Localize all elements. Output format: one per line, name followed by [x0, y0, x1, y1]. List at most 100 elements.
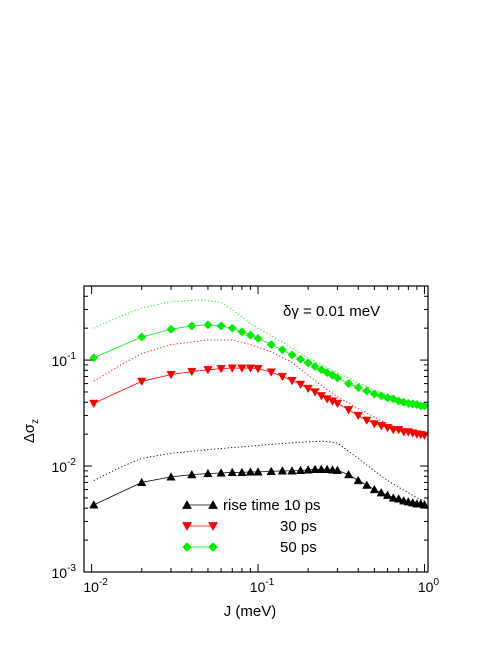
- data-point-30ps: [245, 364, 256, 373]
- reference-curve-3: [93, 299, 425, 406]
- y-tick-label-base: 10: [52, 459, 68, 475]
- data-point-10ps: [203, 468, 213, 478]
- data-point-50ps: [227, 323, 237, 333]
- y-tick-label: 10-2: [52, 457, 77, 475]
- legend-entry-30ps: 30 ps: [182, 518, 317, 535]
- data-point-10ps: [137, 477, 147, 487]
- data-point-30ps: [227, 364, 237, 373]
- x-tick-label-exponent: -1: [265, 577, 274, 588]
- y-tick-label: 10-3: [52, 563, 77, 581]
- data-point-30ps: [295, 380, 306, 390]
- data-point-50ps: [166, 324, 176, 334]
- data-point-10ps: [376, 488, 386, 497]
- data-point-30ps: [203, 366, 213, 375]
- data-point-30ps: [362, 416, 372, 426]
- data-point-30ps: [303, 384, 313, 394]
- data-point-50ps: [253, 333, 263, 343]
- data-point-50ps: [277, 345, 287, 355]
- data-point-50ps: [332, 373, 343, 383]
- data-point-10ps: [382, 490, 393, 499]
- data-point-10ps: [388, 493, 398, 502]
- data-point-10ps: [266, 466, 276, 476]
- data-point-10ps: [394, 494, 404, 503]
- data-point-10ps: [216, 468, 226, 477]
- data-point-30ps: [166, 370, 176, 380]
- legend-marker: [182, 499, 192, 509]
- x-tick-label: 10-2: [83, 577, 108, 595]
- data-point-50ps: [303, 358, 313, 368]
- data-point-30ps: [277, 372, 287, 382]
- y-tick-label-exponent: -3: [67, 563, 76, 574]
- data-series: [89, 320, 430, 509]
- data-point-30ps: [187, 367, 197, 377]
- legend-marker: [182, 522, 192, 532]
- data-point-10ps: [253, 467, 263, 476]
- data-point-50ps: [369, 389, 379, 399]
- data-point-10ps: [353, 475, 363, 485]
- series-10ps: [89, 464, 430, 509]
- data-point-30ps: [253, 365, 263, 374]
- data-point-10ps: [166, 472, 176, 481]
- x-tick-label-exponent: -2: [99, 577, 108, 588]
- data-point-50ps: [419, 401, 430, 411]
- data-point-50ps: [353, 383, 363, 393]
- data-point-50ps: [382, 393, 393, 403]
- data-point-50ps: [245, 330, 255, 340]
- data-point-50ps: [237, 327, 247, 337]
- x-tick-label: 100: [418, 577, 440, 595]
- data-point-30ps: [332, 399, 343, 409]
- data-point-50ps: [287, 350, 297, 360]
- data-point-10ps: [187, 469, 197, 479]
- x-tick-label: 10-1: [250, 577, 275, 595]
- legend-marker: [208, 499, 218, 509]
- legend-entry-50ps: 50 ps: [182, 539, 317, 556]
- data-point-50ps: [137, 332, 147, 342]
- y-axis-label-subscript: z: [30, 419, 41, 424]
- x-tick-label-exponent: 0: [433, 577, 439, 588]
- plot-frame: [83, 285, 429, 573]
- data-point-30ps: [89, 399, 99, 409]
- data-point-10ps: [369, 484, 379, 494]
- data-point-30ps: [266, 368, 276, 377]
- data-point-50ps: [187, 321, 197, 331]
- data-point-10ps: [362, 480, 372, 489]
- y-tick-label-exponent: -2: [67, 457, 76, 468]
- data-point-50ps: [344, 379, 354, 389]
- x-tick-label-base: 10: [250, 579, 266, 595]
- data-point-30ps: [343, 406, 354, 415]
- data-point-10ps: [237, 467, 247, 477]
- data-point-10ps: [295, 465, 306, 474]
- data-point-30ps: [237, 364, 247, 373]
- data-point-50ps: [266, 340, 276, 350]
- data-point-50ps: [310, 361, 320, 372]
- x-tick-label-base: 10: [83, 579, 99, 595]
- annotation-linewidth: δγ = 0.01 meV: [283, 303, 380, 320]
- data-point-10ps: [277, 466, 287, 475]
- legend-entry-10ps: rise time 10 ps: [182, 497, 321, 514]
- data-point-10ps: [343, 469, 354, 479]
- data-point-30ps: [287, 376, 297, 386]
- series-30ps: [89, 364, 430, 441]
- x-axis-label: J (meV): [224, 603, 277, 620]
- data-point-10ps: [322, 464, 332, 473]
- data-point-10ps: [245, 467, 256, 476]
- legend: rise time 10 ps 30 ps 50 ps: [182, 497, 321, 556]
- y-axis-label: Δσz: [21, 419, 41, 443]
- legend-label-10ps: rise time 10 ps: [223, 497, 321, 514]
- data-point-30ps: [137, 377, 147, 387]
- data-point-50ps: [295, 354, 306, 364]
- data-point-10ps: [316, 464, 326, 473]
- legend-label-50ps: 50 ps: [280, 539, 317, 556]
- data-point-10ps: [332, 465, 343, 474]
- data-point-10ps: [227, 467, 237, 477]
- y-axis-label-main: Δσ: [21, 423, 38, 443]
- data-point-50ps: [203, 320, 213, 330]
- data-point-50ps: [362, 386, 372, 396]
- legend-marker: [182, 542, 192, 552]
- data-point-10ps: [310, 464, 320, 473]
- legend-label-30ps: 30 ps: [280, 518, 317, 535]
- data-point-30ps: [216, 365, 226, 374]
- y-tick-label-base: 10: [52, 353, 68, 369]
